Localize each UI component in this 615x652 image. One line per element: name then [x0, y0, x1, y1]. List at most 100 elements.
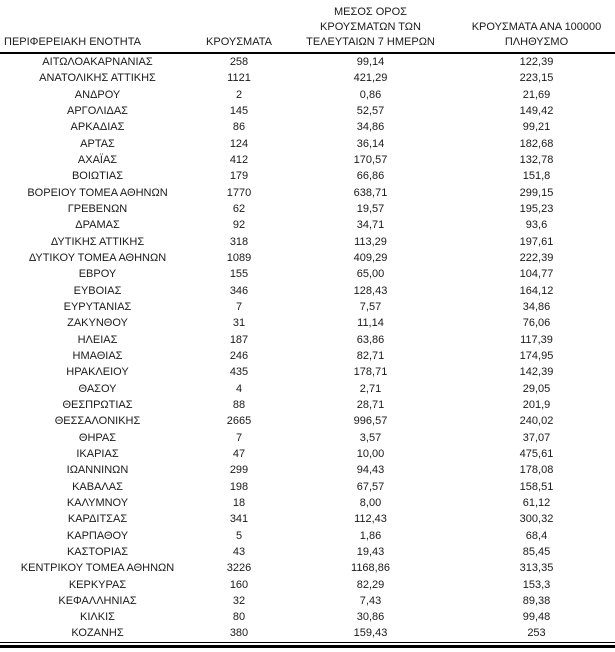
cases-cell: 92: [232, 219, 246, 232]
avg7-cell: 112,43: [354, 513, 387, 526]
per100k-cell: 197,61: [519, 235, 554, 248]
per100k-cell: 89,38: [522, 594, 551, 607]
region-cell: ΚΑΡΔΙΤΣΑΣ: [67, 513, 128, 526]
header-per100k: ΚΡΟΥΣΜΑΤΑ ΑΝΑ 100000 ΠΛΗΘΥΣΜΟ: [458, 2, 615, 54]
cases-cell: 412: [229, 153, 249, 166]
table-row: ΚΕΦΑΛΛΗΝΙΑΣ 32 7,43 89,38: [0, 593, 615, 609]
per100k-cell: 240,02: [519, 415, 554, 428]
per100k-cell: 117,39: [520, 333, 553, 346]
table-row: ΖΑΚΥΝΘΟΥ 31 11,14 76,06: [0, 315, 615, 331]
avg7-cell: 409,29: [353, 251, 388, 264]
table-row: ΒΟΙΩΤΙΑΣ 179 66,86 151,8: [0, 168, 615, 184]
table-header: ΠΕΡΙΦΕΡΕΙΑΚΗ ΕΝΟΤΗΤΑ ΚΡΟΥΣΜΑΤΑ ΜΕΣΟΣ ΟΡΟ…: [0, 2, 615, 54]
per100k-cell: 85,45: [522, 545, 551, 558]
region-cell: ΘΗΡΑΣ: [78, 431, 117, 444]
table-row: ΘΗΡΑΣ 7 3,57 37,07: [0, 430, 615, 446]
avg7-cell: 63,86: [356, 333, 385, 346]
table-row: ΑΡΤΑΣ 124 36,14 182,68: [0, 136, 615, 152]
region-cell: ΕΥΒΟΙΑΣ: [73, 284, 122, 297]
table-row: ΘΕΣΠΡΩΤΙΑΣ 88 28,71 201,9: [0, 397, 615, 413]
avg7-cell: 2,71: [359, 382, 382, 395]
table-row: ΑΙΤΩΛΟΑΚΑΡΝΑΝΙΑΣ 258 99,14 122,39: [0, 53, 615, 70]
table-row: ΕΥΒΟΙΑΣ 346 128,43 164,12: [0, 283, 615, 299]
avg7-cell: 52,57: [356, 104, 385, 117]
avg7-cell: 67,57: [356, 480, 385, 493]
region-cell: ΕΥΡΥΤΑΝΙΑΣ: [63, 300, 132, 313]
avg7-cell: 178,71: [353, 366, 388, 379]
avg7-cell: 3,57: [359, 431, 382, 444]
avg7-cell: 7,43: [359, 594, 382, 607]
cases-cell: 31: [232, 317, 246, 330]
region-cell: ΚΑΡΠΑΘΟΥ: [66, 529, 129, 542]
per100k-cell: 37,07: [522, 431, 551, 444]
avg7-cell: 36,14: [356, 137, 385, 150]
header-cases: ΚΡΟΥΣΜΑΤΑ: [195, 2, 283, 54]
cases-cell: 80: [232, 611, 246, 624]
avg7-cell: 11,14: [357, 317, 384, 330]
avg7-cell: 1,86: [359, 529, 382, 542]
per100k-cell: 222,39: [519, 251, 554, 264]
avg7-cell: 34,71: [356, 219, 385, 232]
cases-cell: 179: [229, 170, 249, 183]
cases-cell: 124: [229, 137, 249, 150]
cases-cell: 32: [232, 594, 246, 607]
cases-cell: 47: [232, 447, 246, 460]
per100k-cell: 174,95: [519, 349, 554, 362]
table-row: ΚΙΛΚΙΣ 80 30,86 99,48: [0, 609, 615, 625]
avg7-cell: 30,86: [356, 611, 385, 624]
region-cell: ΚΑΛΥΜΝΟΥ: [66, 496, 129, 509]
avg7-cell: 113,29: [354, 235, 387, 248]
per100k-cell: 195,23: [519, 202, 554, 215]
table-row: ΒΟΡΕΙΟΥ ΤΟΜΕΑ ΑΘΗΝΩΝ 1770 638,71 299,15: [0, 185, 615, 201]
header-avg7: ΜΕΣΟΣ ΟΡΟΣ ΚΡΟΥΣΜΑΤΩΝ ΤΩΝ ΤΕΛΕΥΤΑΙΩΝ 7 Η…: [283, 2, 458, 54]
per100k-cell: 182,68: [519, 137, 554, 150]
table-row: ΚΟΖΑΝΗΣ 380 159,43 253: [0, 625, 615, 643]
region-cell: ΚΕΡΚΥΡΑΣ: [68, 578, 127, 591]
avg7-cell: 82,29: [356, 578, 385, 591]
region-cell: ΑΝΔΡΟΥ: [74, 88, 121, 101]
cases-cell: 346: [229, 284, 249, 297]
table-row: ΚΕΡΚΥΡΑΣ 160 82,29 153,3: [0, 577, 615, 593]
avg7-cell: 19,57: [356, 202, 385, 215]
per100k-cell: 68,4: [525, 529, 548, 542]
table-row: ΚΑΣΤΟΡΙΑΣ 43 19,43 85,45: [0, 544, 615, 560]
table-row: ΑΡΓΟΛΙΔΑΣ 145 52,57 149,42: [0, 103, 615, 119]
cases-cell: 7: [235, 300, 243, 313]
table-row: ΙΚΑΡΙΑΣ 47 10,00 475,61: [0, 446, 615, 462]
avg7-cell: 128,43: [353, 284, 388, 297]
cases-cell: 2: [235, 88, 243, 101]
cases-cell: 18: [232, 496, 246, 509]
per100k-cell: 253: [458, 625, 615, 643]
table-row: ΚΑΛΥΜΝΟΥ 18 8,00 61,12: [0, 495, 615, 511]
per100k-cell: 223,15: [519, 72, 554, 85]
region-cell: ΚΙΛΚΙΣ: [80, 611, 115, 624]
table-row: ΔΥΤΙΚΟΥ ΤΟΜΕΑ ΑΘΗΝΩΝ 1089 409,29 222,39: [0, 250, 615, 266]
region-cell: ΚΕΦΑΛΛΗΝΙΑΣ: [58, 594, 137, 607]
region-cell: ΔΥΤΙΚΗΣ ΑΤΤΙΚΗΣ: [50, 235, 145, 248]
cases-cell: 5: [235, 529, 243, 542]
table-row: ΚΑΒΑΛΑΣ 198 67,57 158,51: [0, 479, 615, 495]
table-body: ΑΙΤΩΛΟΑΚΑΡΝΑΝΙΑΣ 258 99,14 122,39 ΑΝΑΤΟΛΙΚΗΣ…: [0, 53, 615, 643]
per100k-cell: 151,8: [522, 170, 551, 183]
region-cell: ΔΥΤΙΚΟΥ ΤΟΜΕΑ ΑΘΗΝΩΝ: [28, 251, 167, 264]
per100k-cell: 99,48: [522, 611, 551, 624]
cases-cell: 4: [235, 382, 243, 395]
table-bottom-rule: [0, 644, 615, 648]
cases-cell: 86: [232, 121, 246, 134]
cases-cell: 43: [232, 545, 246, 558]
region-cell: ΑΡΤΑΣ: [80, 137, 115, 150]
region-cell: ΑΡΚΑΔΙΑΣ: [70, 121, 125, 134]
cases-cell: 3226: [226, 562, 252, 575]
per100k-cell: 132,78: [519, 153, 554, 166]
avg7-cell: 421,29: [353, 72, 388, 85]
table-row: ΚΕΝΤΡΙΚΟΥ ΤΟΜΕΑ ΑΘΗΝΩΝ 3226 1168,86 313,35: [0, 560, 615, 576]
table-row: ΗΜΑΘΙΑΣ 246 82,71 174,95: [0, 348, 615, 364]
table-row: ΕΥΡΥΤΑΝΙΑΣ 7 7,57 34,86: [0, 299, 615, 315]
avg7-cell: 34,86: [356, 121, 385, 134]
per100k-cell: 178,08: [519, 464, 554, 477]
cases-cell: 1770: [226, 186, 252, 199]
region-cell: ΗΡΑΚΛΕΙΟΥ: [66, 366, 129, 379]
avg7-cell: 170,57: [353, 153, 388, 166]
avg7-cell: 28,71: [356, 398, 385, 411]
